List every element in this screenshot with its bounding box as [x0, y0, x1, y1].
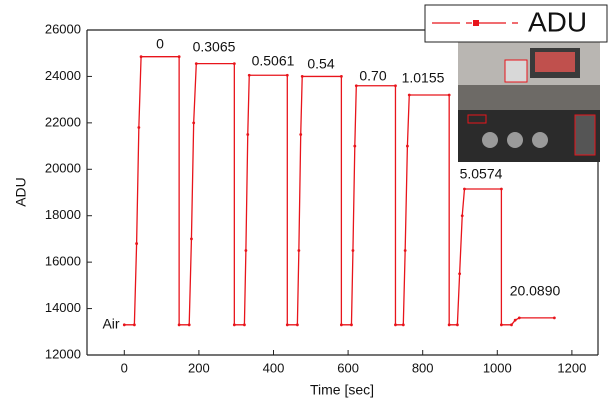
data-point: [232, 62, 236, 66]
annotation: Air: [102, 316, 119, 332]
data-point: [403, 249, 407, 252]
data-point: [139, 55, 143, 59]
data-point: [132, 323, 136, 327]
x-tick-label: 1200: [557, 360, 586, 375]
data-point: [407, 93, 411, 97]
data-point: [351, 249, 355, 252]
data-point: [339, 323, 343, 327]
data-point: [137, 126, 141, 129]
data-point: [300, 75, 304, 78]
data-point: [232, 323, 236, 327]
data-point: [177, 55, 181, 59]
y-tick-label: 24000: [45, 68, 81, 83]
annotation: 0.5061: [252, 53, 295, 69]
data-point: [406, 144, 409, 148]
data-point: [499, 187, 503, 191]
data-point: [285, 323, 289, 327]
inset-photo: [458, 40, 600, 162]
y-tick-label: 18000: [45, 207, 81, 222]
y-axis-label: ADU: [13, 177, 29, 207]
data-point: [460, 214, 464, 218]
data-point: [350, 323, 353, 327]
data-point: [299, 133, 303, 136]
annotation: 20.0890: [510, 283, 561, 299]
data-point: [513, 318, 517, 322]
data-point: [187, 323, 191, 327]
x-tick-label: 400: [263, 360, 285, 375]
data-point: [244, 249, 248, 252]
y-tick-label: 22000: [45, 114, 81, 129]
data-point: [394, 84, 397, 88]
data-point: [447, 323, 451, 327]
data-point: [458, 272, 462, 276]
data-point: [285, 73, 289, 77]
data-point: [243, 323, 246, 327]
annotation: 5.0574: [460, 166, 503, 182]
legend-marker: [473, 20, 479, 26]
x-tick-label: 1000: [483, 360, 512, 375]
annotation: 0.54: [307, 56, 334, 72]
data-point: [247, 73, 251, 77]
data-point: [295, 323, 299, 327]
annotation: 0.3065: [193, 39, 236, 55]
annotation: 0: [156, 36, 164, 52]
x-tick-label: 0: [121, 360, 128, 375]
annotation: 1.0155: [402, 70, 445, 86]
y-tick-label: 26000: [45, 21, 81, 36]
data-point: [401, 323, 405, 327]
data-point: [135, 242, 139, 245]
data-point: [552, 316, 556, 320]
x-axis-label: Time [sec]: [310, 382, 374, 398]
data-point: [194, 62, 198, 66]
y-tick-label: 16000: [45, 254, 81, 269]
data-point: [499, 323, 503, 327]
data-point: [447, 93, 451, 97]
legend-label: ADU: [528, 6, 587, 37]
y-tick-label: 12000: [45, 346, 81, 361]
y-tick-label: 20000: [45, 161, 81, 176]
data-point: [455, 323, 459, 327]
data-point: [297, 249, 301, 252]
x-tick-label: 200: [188, 360, 210, 375]
y-tick-label: 14000: [45, 300, 81, 315]
x-tick-label: 800: [412, 360, 434, 375]
data-point: [354, 84, 358, 88]
data-point: [353, 144, 357, 148]
data-point: [510, 323, 513, 327]
data-point: [122, 323, 126, 327]
data-point: [192, 121, 196, 125]
data-point: [246, 133, 250, 136]
annotation: 0.70: [359, 68, 386, 84]
data-point: [177, 323, 181, 327]
data-point: [517, 316, 521, 320]
data-point: [339, 75, 343, 78]
x-tick-label: 600: [337, 360, 359, 375]
data-point: [463, 187, 466, 191]
data-point: [394, 323, 397, 327]
data-point: [190, 237, 193, 241]
